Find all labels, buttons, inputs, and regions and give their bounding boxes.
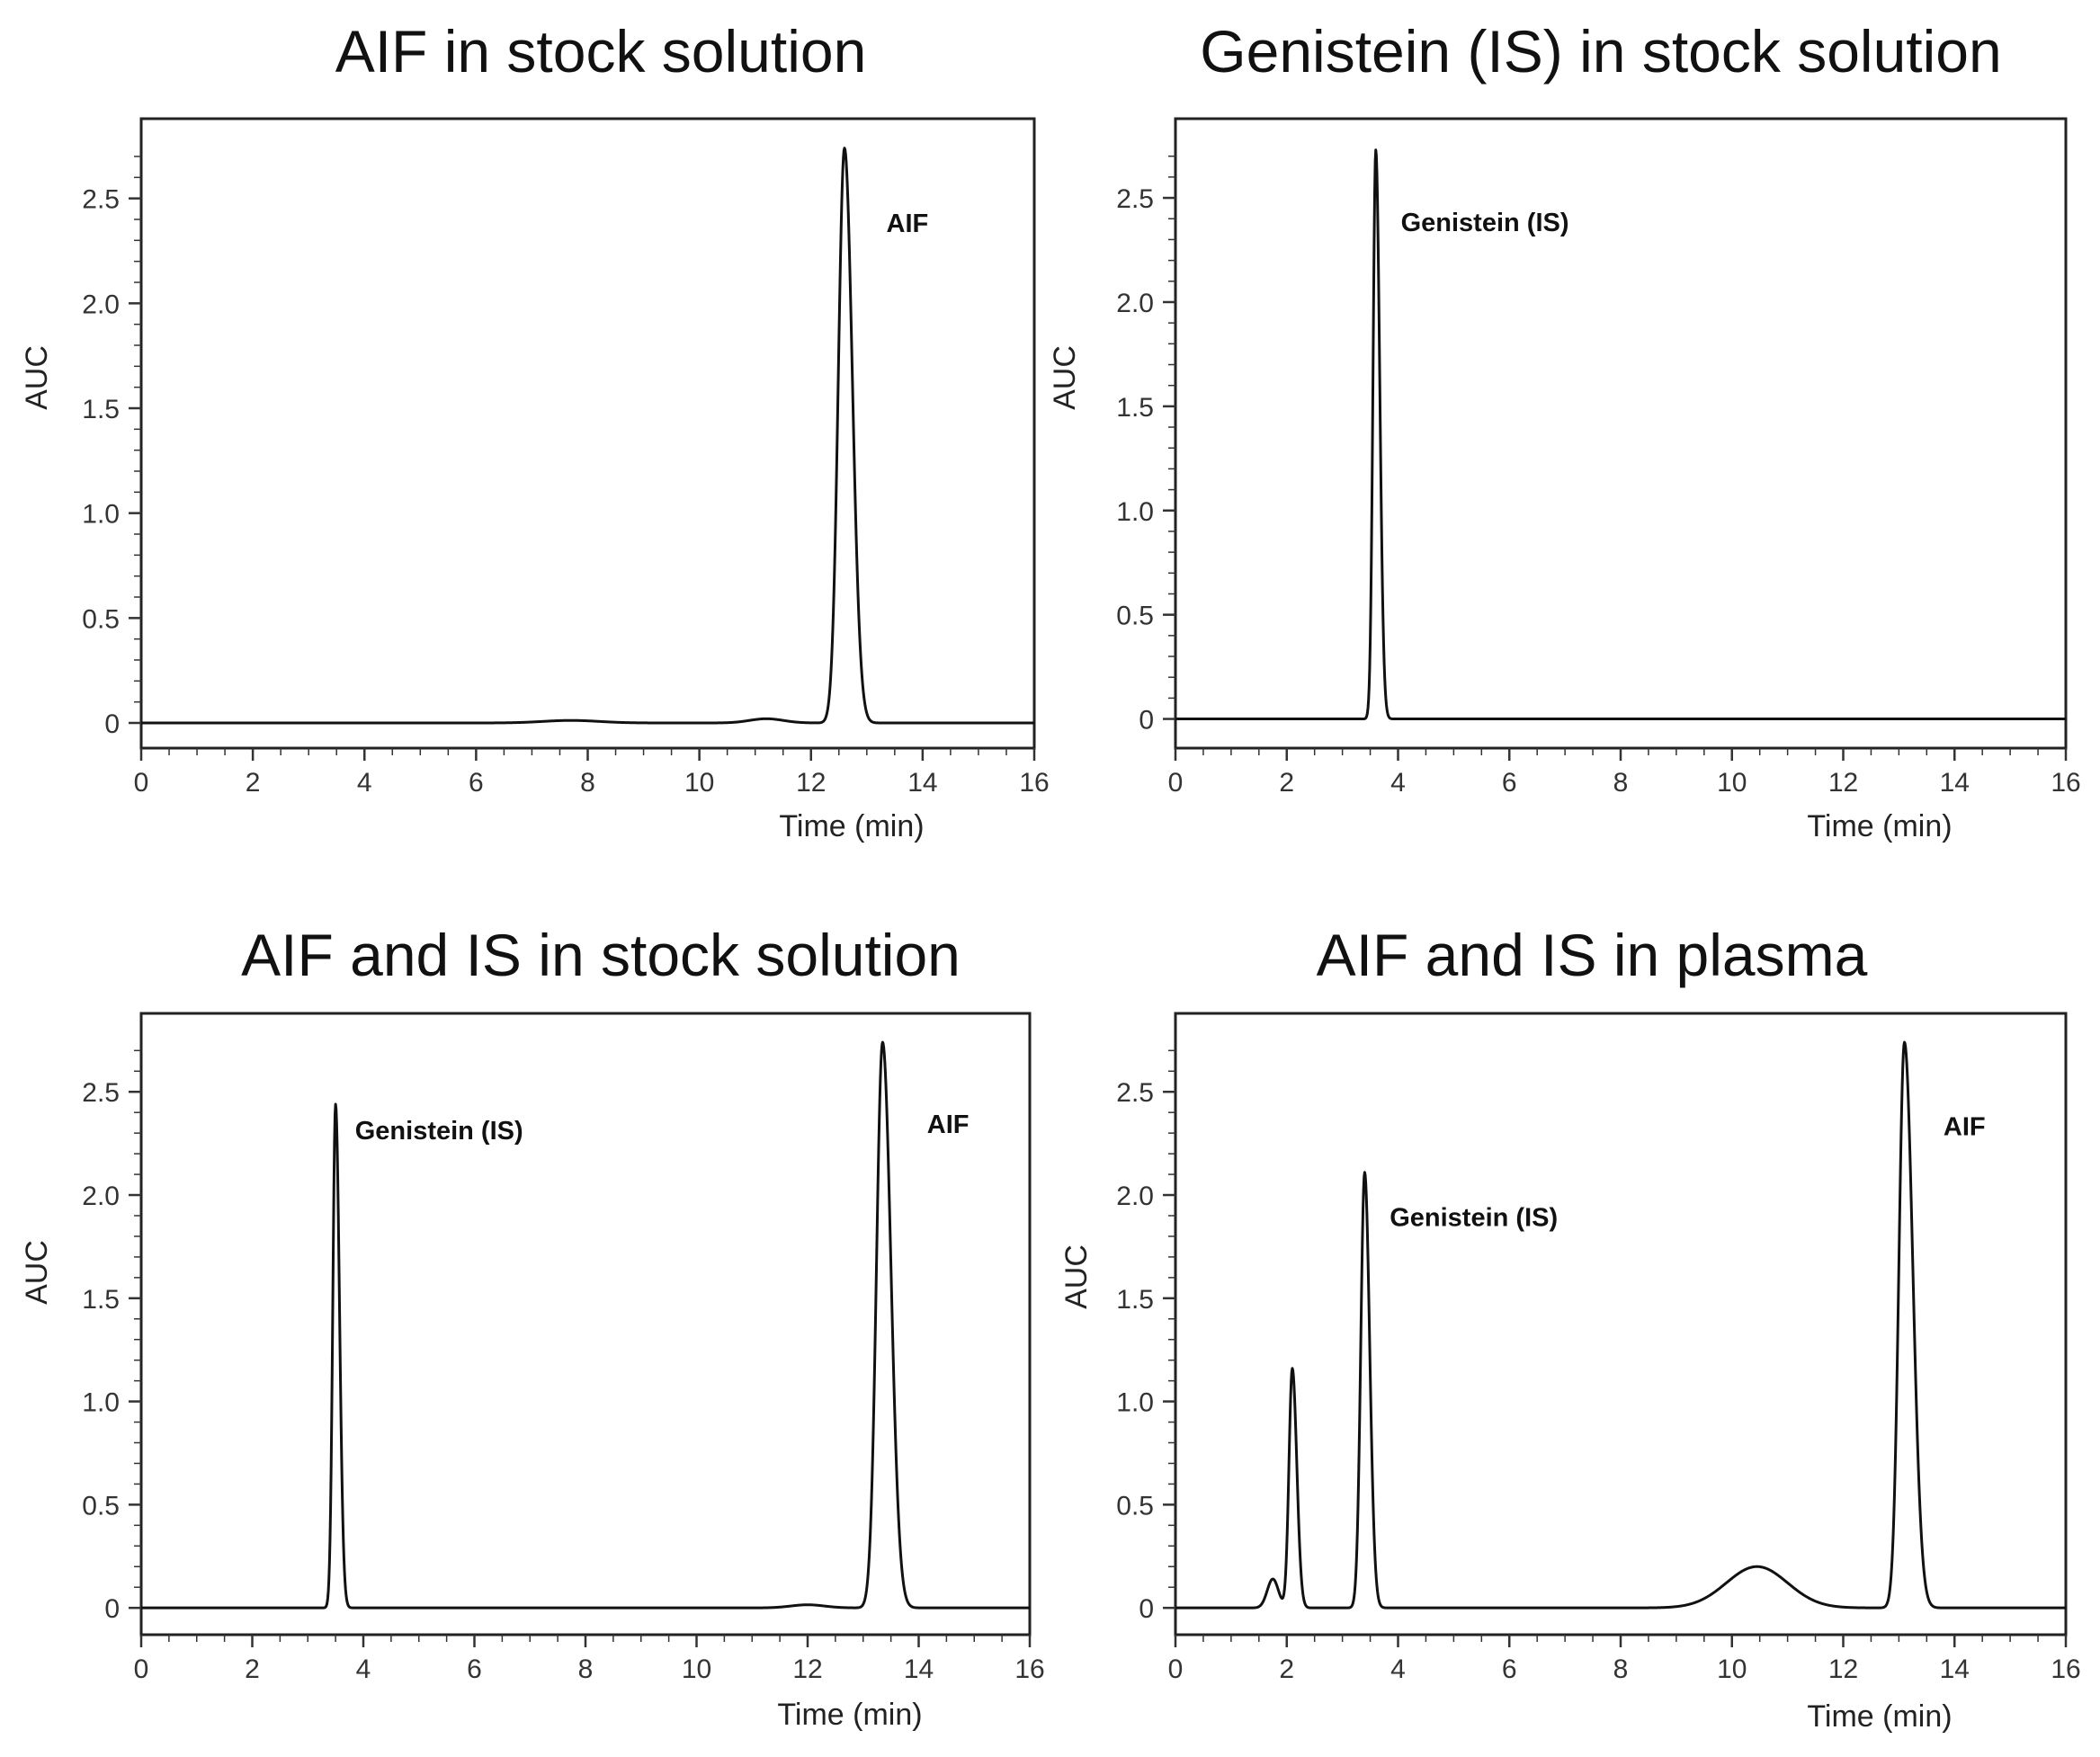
y-tick-label: 0 (104, 1594, 120, 1624)
x-tick-label: 10 (1717, 1654, 1747, 1684)
x-tick-label: 12 (796, 768, 826, 798)
x-tick-label: 12 (792, 1654, 822, 1684)
x-tick-label: 4 (1390, 768, 1406, 798)
x-axis-label: Time (min) (777, 1698, 922, 1732)
y-tick-label: 0.5 (82, 1491, 120, 1521)
x-tick-label: 12 (1828, 1654, 1858, 1684)
x-tick-label: 2 (1279, 768, 1294, 798)
y-axis-label: AUC (20, 1240, 54, 1305)
chromatogram-line (1175, 1040, 2067, 1610)
x-tick-label: 6 (469, 768, 484, 798)
y-tick-label: 1.0 (1116, 1388, 1154, 1418)
chromatogram-line (1175, 148, 2067, 721)
chart-title: AIF and IS in plasma (1317, 922, 1868, 988)
x-tick-label: 6 (467, 1654, 482, 1684)
y-tick-label: 1.0 (82, 1388, 120, 1418)
x-tick-label: 16 (2051, 1654, 2080, 1684)
peak-label: Genistein (IS) (1401, 209, 1569, 237)
y-tick-label: 0.5 (1116, 1491, 1154, 1521)
x-tick-label: 2 (1279, 1654, 1294, 1684)
y-tick-label: 2.5 (1116, 184, 1154, 214)
x-tick-label: 8 (578, 1654, 594, 1684)
plot-frame (139, 1012, 1032, 1637)
chart-title: Genistein (IS) in stock solution (1200, 18, 2001, 85)
x-tick-label: 14 (907, 768, 937, 798)
y-tick-label: 2.0 (1116, 1182, 1154, 1211)
chart-panel-4: AIF and IS in plasma 0 2 4 6 8 10 12 14 16 0 0.5 1.0… (1059, 922, 2081, 1734)
chromatogram-line (140, 147, 1035, 725)
x-axis-label: Time (min) (1807, 1699, 1952, 1734)
chromatogram-line (140, 1040, 1031, 1610)
x-tick-label: 0 (1168, 768, 1184, 798)
x-tick-label: 16 (1014, 1654, 1044, 1684)
peak-label: AIF (887, 210, 929, 238)
x-axis-label: Time (min) (1807, 809, 1952, 843)
y-tick-label: 2.5 (82, 1078, 120, 1108)
y-axis-label: AUC (1059, 1244, 1094, 1309)
y-axis-label: AUC (1048, 345, 1082, 410)
y-tick-label: 1.5 (82, 1285, 120, 1315)
x-tick-label: 0 (1168, 1654, 1184, 1684)
x-tick-label: 10 (682, 1654, 711, 1684)
x-tick-label: 8 (1613, 768, 1629, 798)
x-tick-label: 14 (1940, 1654, 1970, 1684)
peak-label: Genistein (IS) (1390, 1203, 1558, 1232)
x-tick-label: 2 (245, 1654, 260, 1684)
y-tick-label: 0 (104, 709, 120, 739)
peak-label: AIF (927, 1110, 970, 1139)
x-tick-label: 14 (904, 1654, 934, 1684)
y-tick-label: 1.5 (1116, 1285, 1154, 1315)
x-tick-label: 4 (356, 1654, 371, 1684)
x-tick-label: 0 (134, 1654, 149, 1684)
x-tick-label: 16 (2051, 768, 2080, 798)
y-tick-label: 1.0 (82, 500, 120, 530)
x-tick-label: 8 (1613, 1654, 1629, 1684)
plot-frame (1174, 117, 2068, 750)
y-tick-label: 0 (1139, 706, 1154, 736)
y-tick-label: 2.0 (82, 1182, 120, 1211)
y-tick-label: 0 (1139, 1594, 1154, 1624)
x-tick-label: 6 (1502, 1654, 1517, 1684)
x-tick-label: 16 (1019, 768, 1049, 798)
y-tick-label: 0.5 (82, 604, 120, 634)
y-tick-label: 1.5 (1116, 393, 1154, 423)
x-tick-label: 4 (1390, 1654, 1406, 1684)
peak-label: AIF (1944, 1112, 1986, 1141)
x-tick-label: 4 (357, 768, 372, 798)
x-tick-label: 10 (1717, 768, 1747, 798)
x-tick-label: 0 (134, 768, 149, 798)
y-tick-label: 2.0 (1116, 289, 1154, 318)
y-tick-label: 1.0 (1116, 497, 1154, 527)
x-tick-label: 8 (580, 768, 595, 798)
x-tick-label: 14 (1940, 768, 1970, 798)
x-tick-label: 10 (684, 768, 714, 798)
chart-panel-2: Genistein (IS) in stock solution 0 2 4 6 8 10 1… (1048, 18, 2081, 843)
y-axis-label: AUC (20, 345, 54, 410)
x-axis-label: Time (min) (779, 809, 924, 843)
chart-panel-1: AIF in stock solution 0 2 4 6 8 10 12 14 16 0 0.5 1.… (20, 18, 1050, 843)
plot-frame (1174, 1012, 2068, 1637)
y-tick-label: 2.5 (82, 185, 120, 215)
y-tick-label: 2.5 (1116, 1078, 1154, 1108)
x-tick-label: 6 (1502, 768, 1517, 798)
peak-label: Genistein (IS) (355, 1117, 523, 1146)
x-tick-label: 2 (246, 768, 261, 798)
chart-panel-3: AIF and IS in stock solution 0 2 4 6 8 10 12 14 1… (20, 922, 1045, 1732)
y-tick-label: 0.5 (1116, 602, 1154, 631)
chart-title: AIF in stock solution (335, 18, 867, 85)
y-tick-label: 1.5 (82, 395, 120, 424)
x-tick-label: 12 (1828, 768, 1858, 798)
y-tick-label: 2.0 (82, 290, 120, 319)
chart-title: AIF and IS in stock solution (241, 922, 961, 988)
